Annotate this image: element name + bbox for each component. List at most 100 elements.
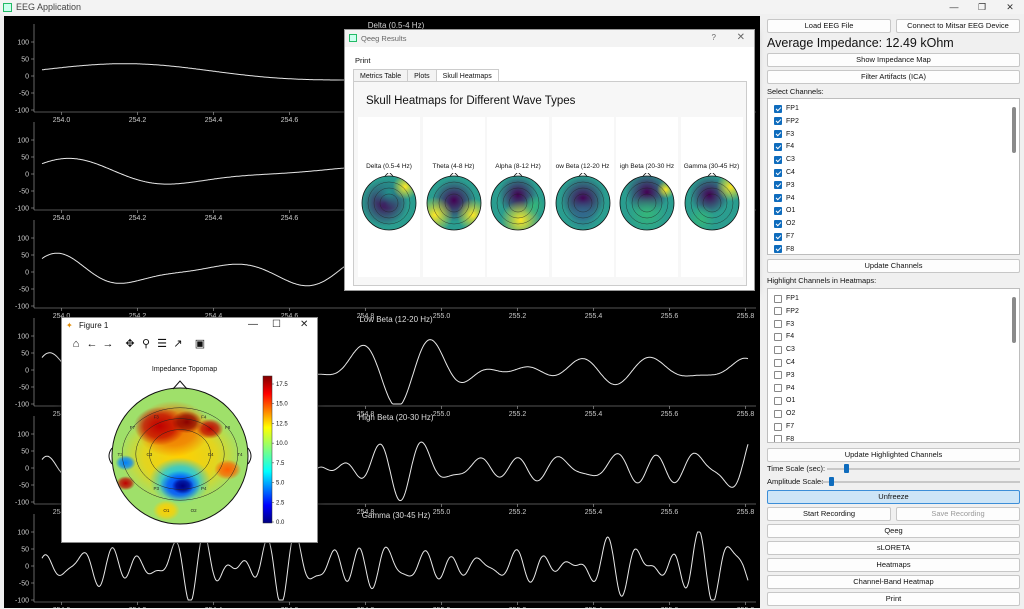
checkbox-icon[interactable] (774, 359, 782, 367)
start-recording-button[interactable]: Start Recording (767, 507, 891, 521)
checkbox-icon[interactable] (774, 156, 782, 164)
main-title-bar: EEG Application — ❐ ✕ (0, 0, 1024, 14)
time-scale-handle[interactable] (844, 464, 849, 473)
checkbox-icon[interactable] (774, 130, 782, 138)
print-button[interactable]: Print (767, 592, 1020, 606)
highlight-channel-o1[interactable]: O1 (774, 395, 795, 406)
checkbox-icon[interactable] (774, 233, 782, 241)
save-icon[interactable]: ▣ (192, 337, 208, 351)
pan-icon[interactable]: ✥ (122, 337, 138, 351)
checkbox-icon[interactable] (774, 307, 782, 315)
checkbox-icon[interactable] (774, 207, 782, 215)
channel-band-heatmap-button[interactable]: Channel-Band Heatmap (767, 575, 1020, 589)
select-channels-scrollbar[interactable] (1012, 107, 1016, 153)
select-channel-o2[interactable]: O2 (774, 218, 795, 229)
select-channel-f4[interactable]: F4 (774, 141, 794, 152)
highlight-channels-list[interactable]: FP1 FP2 F3 F4 C3 C4 P3 P4 O1 O2 F7 F8 (767, 288, 1020, 443)
amplitude-scale-slider[interactable] (821, 481, 1020, 483)
restore-button[interactable]: ❐ (968, 0, 996, 14)
checkbox-icon[interactable] (774, 105, 782, 113)
checkbox-icon[interactable] (774, 384, 782, 392)
filter-artifacts-button[interactable]: Filter Artifacts (ICA) (767, 70, 1020, 84)
home-icon[interactable]: ⌂ (68, 337, 84, 351)
minimize-button[interactable]: — (940, 0, 968, 14)
select-channel-p3[interactable]: P3 (774, 180, 795, 191)
y-tick-label: -50 (19, 287, 29, 294)
qeeg-print-menu[interactable]: Print (355, 56, 370, 65)
checkbox-icon[interactable] (774, 295, 782, 303)
highlight-channel-f8[interactable]: F8 (774, 434, 794, 443)
channel-label: FP1 (786, 105, 799, 112)
sloreta-button[interactable]: sLORETA (767, 541, 1020, 555)
checkbox-icon[interactable] (774, 220, 782, 228)
channel-label: O2 (786, 410, 795, 417)
highlight-channel-f3[interactable]: F3 (774, 319, 794, 330)
select-channel-fp1[interactable]: FP1 (774, 103, 799, 114)
back-arrow-icon[interactable]: ← (84, 337, 100, 351)
checkbox-icon[interactable] (774, 245, 782, 253)
highlight-channel-p4[interactable]: P4 (774, 383, 795, 394)
checkbox-icon[interactable] (774, 320, 782, 328)
update-highlighted-button[interactable]: Update Highlighted Channels (767, 448, 1020, 462)
help-button[interactable]: ? (712, 33, 716, 42)
save-recording-button[interactable]: Save Recording (896, 507, 1020, 521)
window-title: EEG Application (16, 2, 81, 12)
show-impedance-map-button[interactable]: Show Impedance Map (767, 53, 1020, 67)
checkbox-icon[interactable] (774, 435, 782, 443)
select-channel-c4[interactable]: C4 (774, 167, 795, 178)
select-channel-p4[interactable]: P4 (774, 193, 795, 204)
checkbox-icon[interactable] (774, 397, 782, 405)
highlight-channel-f4[interactable]: F4 (774, 331, 794, 342)
zoom-icon[interactable]: ⚲ (138, 337, 154, 351)
checkbox-icon[interactable] (774, 410, 782, 418)
checkbox-icon[interactable] (774, 169, 782, 177)
checkbox-icon[interactable] (774, 143, 782, 151)
amplitude-scale-handle[interactable] (829, 477, 834, 486)
connect-mitsar-button[interactable]: Connect to Mitsar EEG Device (896, 19, 1020, 33)
unfreeze-button[interactable]: Unfreeze (767, 490, 1020, 504)
select-channel-o1[interactable]: O1 (774, 205, 795, 216)
highlight-channel-fp1[interactable]: FP1 (774, 293, 799, 304)
select-channel-c3[interactable]: C3 (774, 154, 795, 165)
figure-close-button[interactable]: ✕ (300, 319, 308, 330)
qeeg-dialog-title-bar[interactable]: Qeeg Results ? ✕ (345, 30, 754, 47)
update-channels-button[interactable]: Update Channels (767, 259, 1020, 273)
electrode-label: T4 (237, 452, 243, 457)
select-channel-f8[interactable]: F8 (774, 244, 794, 255)
highlight-channel-o2[interactable]: O2 (774, 408, 795, 419)
highlight-channel-f7[interactable]: F7 (774, 421, 794, 432)
forward-arrow-icon[interactable]: → (100, 337, 116, 351)
highlight-channel-c3[interactable]: C3 (774, 344, 795, 355)
edit-lines-icon[interactable]: ↗ (170, 337, 186, 351)
highlight-channels-scrollbar[interactable] (1012, 297, 1016, 343)
checkbox-icon[interactable] (774, 333, 782, 341)
figure-maximize-button[interactable]: ☐ (272, 319, 281, 330)
checkbox-icon[interactable] (774, 194, 782, 202)
checkbox-icon[interactable] (774, 181, 782, 189)
figure-minimize-button[interactable]: — (248, 319, 258, 330)
figure-title-bar[interactable]: ✦ Figure 1 — ☐ ✕ (62, 318, 317, 333)
select-channel-f7[interactable]: F7 (774, 231, 794, 242)
close-button[interactable]: ✕ (996, 0, 1024, 14)
configure-subplots-icon[interactable]: ☰ (154, 337, 170, 351)
highlight-channel-p3[interactable]: P3 (774, 370, 795, 381)
select-channels-list[interactable]: FP1 FP2 F3 F4 C3 C4 P3 P4 O1 O2 F7 F8 (767, 98, 1020, 255)
qeeg-button[interactable]: Qeeg (767, 524, 1020, 538)
checkbox-icon[interactable] (774, 117, 782, 125)
time-scale-slider[interactable] (827, 468, 1020, 470)
highlight-channel-c4[interactable]: C4 (774, 357, 795, 368)
checkbox-icon[interactable] (774, 371, 782, 379)
load-eeg-file-button[interactable]: Load EEG File (767, 19, 891, 33)
highlight-channel-fp2[interactable]: FP2 (774, 306, 799, 317)
impedance-topomap: F3 F4C3 C4P3 P4O1 O2F7 F8T3 T417.515.012.510.0… (62, 368, 317, 543)
y-tick-label: 50 (21, 253, 29, 260)
select-channel-fp2[interactable]: FP2 (774, 116, 799, 127)
checkbox-icon[interactable] (774, 423, 782, 431)
x-tick-label: 254.6 (281, 215, 299, 222)
checkbox-icon[interactable] (774, 346, 782, 354)
y-tick-label: -50 (19, 385, 29, 392)
select-channel-f3[interactable]: F3 (774, 129, 794, 140)
channel-label: FP2 (786, 308, 799, 315)
qeeg-close-button[interactable]: ✕ (737, 32, 745, 43)
heatmaps-button[interactable]: Heatmaps (767, 558, 1020, 572)
